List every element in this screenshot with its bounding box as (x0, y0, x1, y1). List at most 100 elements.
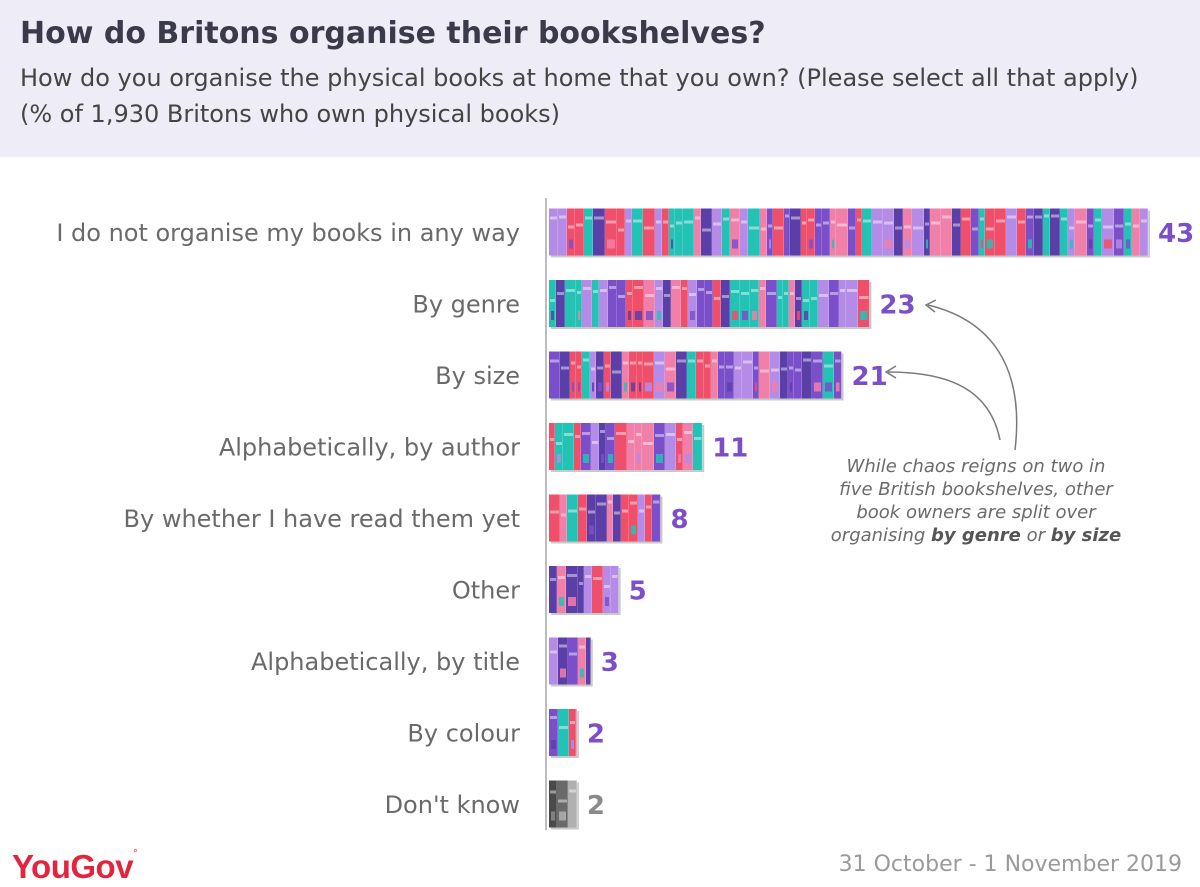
book-spine (555, 423, 563, 470)
bar (549, 637, 593, 687)
book-spine (549, 208, 558, 256)
annotation-arrowhead-genre (924, 299, 937, 313)
book-spine (704, 351, 711, 399)
book-spine (643, 351, 654, 399)
book-band (645, 294, 654, 297)
value-label: 23 (879, 291, 915, 321)
book-spine (712, 208, 722, 256)
book-label-patch (703, 239, 710, 249)
book-band (857, 218, 861, 222)
book-band (653, 500, 660, 504)
book-band (612, 370, 621, 374)
book-spine (952, 208, 961, 256)
book-spine (586, 637, 591, 685)
value-label: 3 (601, 648, 619, 678)
book-band (630, 501, 637, 505)
book-label-patch (578, 382, 580, 392)
book-spine (669, 208, 675, 256)
book-band (597, 502, 606, 506)
book-spine (567, 208, 575, 256)
book-band (569, 652, 577, 656)
book-label-patch (742, 311, 748, 320)
book-spine (632, 208, 643, 256)
book-label-patch (645, 382, 652, 392)
book-band (579, 582, 583, 585)
book-spine (599, 423, 606, 470)
book-band (904, 225, 911, 229)
book-spine (961, 208, 971, 256)
book-band (719, 365, 724, 369)
book-spine (549, 709, 558, 756)
book-band (585, 575, 591, 578)
book-band (568, 509, 577, 513)
book-band (550, 716, 557, 719)
book-band (644, 362, 653, 366)
book-band (931, 221, 940, 225)
book-band (1115, 224, 1123, 228)
book-band (790, 292, 794, 295)
book-spine (587, 494, 596, 542)
book-spine (622, 351, 629, 399)
book-band (638, 361, 642, 365)
chart-title: How do Britons organise their bookshelve… (20, 16, 766, 51)
book-spine (549, 280, 556, 327)
book-spine (760, 208, 767, 256)
book-label-patch (628, 311, 631, 320)
book-spine (836, 208, 848, 256)
category-label: By colour (407, 720, 520, 748)
book-label-patch (551, 811, 555, 821)
book-band (986, 227, 994, 231)
book-label-patch (646, 311, 653, 320)
book-label-patch (657, 311, 661, 320)
book-band (618, 228, 624, 232)
book-spine (626, 280, 633, 327)
book-band (666, 367, 675, 371)
value-label: 5 (629, 577, 647, 607)
book-spine (549, 566, 557, 613)
book-band (1133, 224, 1139, 228)
book-band (597, 366, 603, 370)
book-band (830, 292, 838, 295)
book-spine (681, 280, 688, 327)
book-band (604, 585, 610, 588)
book-spine (671, 280, 681, 327)
book-band (702, 228, 711, 232)
book-band (600, 430, 605, 433)
book-spine (592, 566, 603, 613)
book-band (863, 219, 871, 223)
book-band (556, 442, 562, 445)
annotation-arrow-size (887, 371, 1001, 441)
book-spine (607, 494, 613, 542)
book-band (847, 289, 857, 292)
book-spine (1087, 208, 1094, 256)
book-label-patch (598, 382, 602, 392)
annotation-segment: or (1020, 525, 1051, 546)
book-band (593, 577, 602, 580)
book-label-patch (755, 382, 757, 392)
book-band (831, 220, 835, 224)
book-band (1125, 222, 1131, 226)
book-label-patch (667, 382, 674, 392)
value-label: 21 (852, 362, 888, 392)
book-spine (705, 280, 713, 327)
book-label-patch (656, 454, 663, 463)
book-label-patch (860, 311, 868, 320)
book-spine (924, 208, 930, 256)
book-band (559, 726, 568, 729)
book-band (670, 224, 674, 228)
book-band (577, 291, 581, 294)
book-label-patch (1028, 239, 1032, 249)
book-band (607, 437, 614, 440)
book-label-patch (635, 311, 642, 320)
book-spine (557, 566, 566, 613)
book-label-patch (797, 311, 800, 320)
bar (549, 494, 663, 544)
book-band (694, 437, 702, 440)
book-spine (578, 566, 584, 613)
book-spine (1043, 208, 1050, 256)
book-spine (730, 208, 740, 256)
book-spine (725, 351, 734, 399)
book-band (577, 365, 581, 369)
book-label-patch (752, 311, 757, 320)
